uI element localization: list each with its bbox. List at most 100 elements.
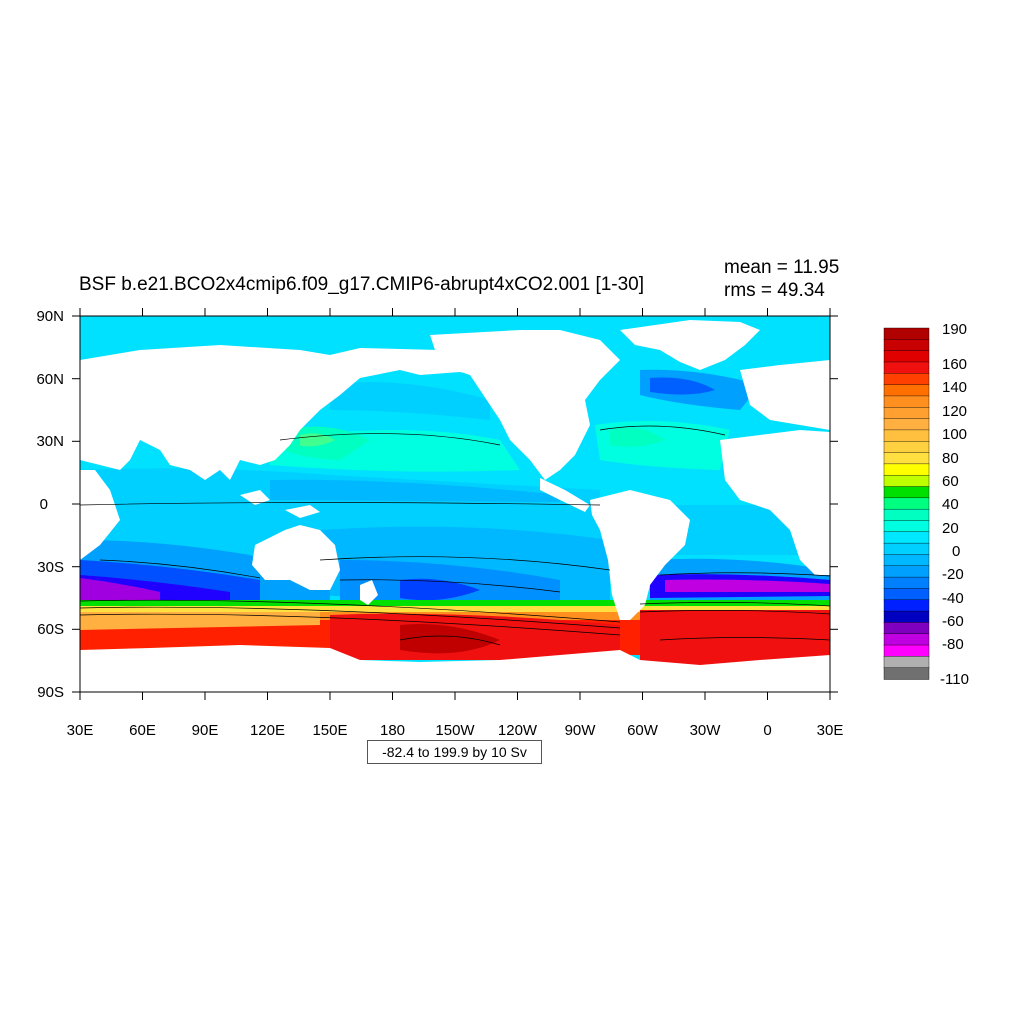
mean-stat: mean = 11.95: [724, 257, 840, 278]
subpolar-pacific: [330, 382, 490, 420]
central-america-land: [540, 478, 590, 512]
lon-label: 120W: [498, 722, 538, 739]
lat-label: 30S: [37, 559, 64, 576]
colorbar-swatch: [883, 576, 930, 590]
colorbar-label: 100: [942, 426, 967, 443]
new-zealand-land: [360, 580, 378, 605]
colorbar-swatch: [883, 418, 930, 431]
contour-lines: [80, 425, 830, 646]
colorbar-label: -110: [940, 671, 969, 688]
colorbar-swatch: [883, 508, 930, 522]
colorbar-swatch: [883, 599, 930, 612]
gulf-stream: [610, 427, 665, 447]
lat-label: 0: [40, 496, 48, 513]
lon-label: 150E: [312, 722, 347, 739]
lon-label: 0: [763, 722, 771, 739]
lon-label: 120E: [250, 722, 285, 739]
lon-ticks: [79, 308, 831, 700]
rms-stat: rms = 49.34: [724, 280, 825, 301]
north-america-land: [430, 330, 620, 480]
colorbar-swatch: [883, 407, 930, 420]
eurasia-land: [80, 345, 500, 480]
lon-label: 30E: [67, 722, 94, 739]
lon-label: 60W: [627, 722, 659, 739]
colorbar-swatch: [883, 667, 930, 680]
colorbar-swatch: [883, 486, 930, 499]
colorbar-swatch: [883, 633, 930, 646]
colorbar-swatch: [883, 474, 930, 488]
colorbar-label: 140: [942, 379, 967, 396]
lon-label: 30E: [817, 722, 844, 739]
colorbar-swatch: [883, 452, 930, 465]
lon-label: 150W: [435, 722, 475, 739]
south-atlantic-purple: [665, 579, 830, 592]
figure-title: BSF b.e21.BCO2x4cmip6.f09_g17.CMIP6-abru…: [79, 274, 645, 295]
lat-labels: 90N 60N 30N 0 30S 60S 90S: [36, 308, 64, 701]
contour-range-label: -82.4 to 199.9 by 10 Sv: [367, 740, 542, 764]
colorbar-label: -80: [942, 636, 964, 653]
colorbar-swatch: [883, 339, 930, 352]
colorbar-label: 40: [942, 496, 959, 513]
colorbar-swatch: [883, 531, 930, 544]
equatorial-counter: [270, 479, 560, 502]
acc-green: [80, 600, 830, 608]
lat-label: 60N: [36, 371, 64, 388]
colorbar-swatch: [883, 384, 930, 397]
lat-label: 60S: [37, 621, 64, 638]
colorbar-swatch: [883, 463, 930, 476]
colorbar-label: 120: [942, 403, 967, 420]
indian-purple: [80, 578, 160, 602]
colorbar-label: -60: [942, 613, 964, 630]
lon-label: 30W: [690, 722, 722, 739]
lon-labels: 30E 60E 90E 120E 150E 180 150W 120W 90W …: [67, 722, 844, 739]
colorbar-label: 20: [942, 520, 959, 537]
colorbar-label: -20: [942, 566, 964, 583]
colorbar-label: 0: [952, 543, 960, 560]
south-pacific-min: [400, 578, 480, 601]
colorbar-swatch: [883, 441, 930, 454]
subpolar-atlantic-core: [650, 377, 715, 395]
colorbar-swatch: [883, 429, 930, 442]
acc-indian-orange: [80, 612, 320, 630]
australia-land: [252, 525, 340, 590]
colorbar-swatch: [883, 588, 930, 601]
lon-label: 90E: [192, 722, 219, 739]
colorbar-swatch: [883, 554, 930, 567]
borneo-land: [240, 490, 270, 505]
colorbar-swatch: [883, 520, 930, 533]
africa-east-land: [80, 470, 120, 560]
colorbar-swatch: [883, 361, 930, 374]
greenland-land: [620, 320, 760, 370]
colorbar-swatch: [883, 497, 930, 510]
colorbar-labels: 190 160 140 120 100 80 60 40 20 0 -20 -4…: [940, 321, 969, 688]
colorbar-swatch: [883, 350, 930, 363]
ocean-field: [80, 316, 830, 692]
lon-label: 60E: [129, 722, 156, 739]
lat-ticks: [72, 315, 838, 693]
lat-label: 30N: [36, 433, 64, 450]
colorbar-swatch: [883, 373, 930, 386]
lat-label: 90N: [36, 308, 64, 325]
colorbar-label: 160: [942, 356, 967, 373]
lon-label: 90W: [565, 722, 597, 739]
africa-west-land: [720, 430, 830, 575]
colorbar-label: -40: [942, 590, 964, 607]
colorbar-label: 60: [942, 473, 959, 490]
colorbar-swatch: [883, 395, 930, 408]
acc-max-pacific: [400, 624, 500, 654]
colorbar-label: 190: [942, 321, 967, 338]
colorbar-swatch: [883, 565, 930, 578]
antarctica-land: [80, 645, 830, 692]
colorbar-swatch: [883, 622, 930, 635]
new-guinea-land: [285, 505, 320, 518]
lat-label: 90S: [37, 684, 64, 701]
colorbar-swatch: [883, 610, 930, 624]
colorbar-swatch: [883, 656, 930, 669]
colorbar: [883, 327, 930, 680]
south-america-land: [590, 490, 690, 620]
colorbar-swatch: [883, 644, 930, 658]
europe-land: [740, 360, 830, 430]
colorbar-swatch: [883, 327, 930, 341]
